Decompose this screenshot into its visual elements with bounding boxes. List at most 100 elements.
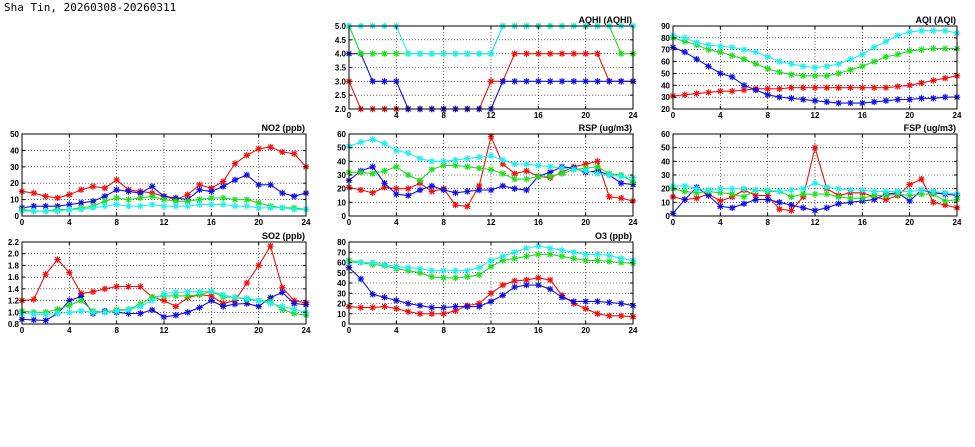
fsp-blue-point <box>740 200 748 207</box>
aqi-green-point <box>776 69 783 76</box>
o3-green-point <box>440 274 447 282</box>
aqi-blue-point <box>882 97 890 104</box>
fsp-blue-point <box>776 199 783 206</box>
o3-green-point <box>452 274 459 282</box>
no2-cyan-point <box>172 202 180 210</box>
aqi-red-point <box>728 88 736 95</box>
aqi-red-point <box>788 84 795 91</box>
o3-cyan-point <box>475 264 483 271</box>
so2-y-tick-label: 2.0 <box>8 250 20 259</box>
no2-blue-point <box>243 171 251 179</box>
rsp-chart-title: RSP (ug/m3) <box>579 123 632 133</box>
aqi-red-point <box>681 91 689 98</box>
no2-green-point <box>160 196 168 203</box>
rsp-green-point <box>381 167 388 175</box>
fsp-cyan-point <box>847 186 854 194</box>
aqi-blue-point <box>788 95 795 102</box>
no2-cyan-point <box>54 207 61 215</box>
rsp-green-point <box>487 166 495 173</box>
o3-blue-point <box>523 281 530 289</box>
aqi-blue-point <box>930 95 937 102</box>
aqi-y-tick-label: 30 <box>661 93 670 102</box>
no2-cyan-point <box>113 201 120 208</box>
fsp-cyan-point <box>835 185 842 192</box>
rsp-blue-point <box>464 188 471 195</box>
so2-blue-point <box>30 316 38 324</box>
aqi-y-tick-label: 70 <box>661 46 670 55</box>
rsp-red-point <box>464 203 471 210</box>
aqi-green-point <box>906 47 913 55</box>
no2-red-point <box>101 184 109 192</box>
no2-blue-point <box>113 186 120 193</box>
rsp-green-point <box>369 170 376 177</box>
rsp-green-point <box>416 177 424 184</box>
aqi-blue-point <box>941 93 949 101</box>
fsp-cyan-point <box>764 186 771 194</box>
aqi-green-point <box>823 72 831 79</box>
aqhi-red-point <box>570 50 578 57</box>
aqhi-chart: AQHI (AQHI) 0 4 8 12 16 20 24 2.0 2.5 3.0 3.5 4.0 4.5… <box>335 15 638 120</box>
aqhi-x-tick-label: 12 <box>487 111 496 120</box>
rsp-cyan-point <box>594 170 601 177</box>
rsp-x-tick-label: 12 <box>487 218 496 227</box>
fsp-cyan-point <box>717 185 724 192</box>
so2-y-tick-label: 2.2 <box>8 238 20 247</box>
o3-y-tick-label: 20 <box>337 300 346 309</box>
rsp-green-point <box>535 173 542 180</box>
so2-cyan-point <box>184 288 191 295</box>
aqhi-blue-point <box>381 78 388 85</box>
rsp-blue-point <box>404 192 412 199</box>
aqi-y-tick-label: 60 <box>661 58 670 67</box>
aqhi-green-point <box>617 50 625 57</box>
o3-y-tick-label: 60 <box>337 259 346 268</box>
o3-x-tick-label: 20 <box>581 326 590 335</box>
rsp-green-point <box>404 171 412 179</box>
o3-y-tick-label: 40 <box>337 279 346 288</box>
aqhi-cyan-point <box>404 50 412 57</box>
so2-blue-point <box>279 289 286 296</box>
o3-cyan-point <box>381 261 388 268</box>
aqhi-cyan-point <box>452 50 459 57</box>
rsp-x-tick-label: 16 <box>534 218 543 227</box>
o3-red-point <box>511 277 518 285</box>
no2-cyan-point <box>137 202 144 210</box>
no2-blue-point <box>196 186 203 193</box>
so2-x-tick-label: 20 <box>254 326 263 335</box>
page-title: Sha Tin, 20260308-20260311 <box>4 1 177 14</box>
no2-cyan-point <box>30 207 38 215</box>
so2-red-point <box>243 279 251 287</box>
aqi-red-point <box>823 84 831 91</box>
aqhi-blue-point <box>558 78 566 85</box>
o3-x-tick-label: 0 <box>347 326 352 335</box>
aqi-blue-point <box>859 99 866 107</box>
fsp-green-point <box>906 192 913 199</box>
no2-y-tick-label: 40 <box>10 146 19 155</box>
o3-green-point <box>511 255 518 262</box>
rsp-x-tick-label: 8 <box>441 218 446 227</box>
so2-cyan-point <box>267 300 274 307</box>
fsp-red-point <box>788 207 795 214</box>
fsp-y-tick-label: 10 <box>661 198 670 207</box>
no2-blue-point <box>290 193 298 200</box>
no2-red-point <box>30 189 38 197</box>
fsp-green-point <box>882 192 890 199</box>
o3-cyan-point <box>428 267 436 274</box>
no2-red-point <box>231 160 239 167</box>
no2-cyan-point <box>243 202 251 210</box>
aqhi-green-point <box>369 50 376 57</box>
aqi-chart-title: AQI (AQI) <box>916 15 957 25</box>
rsp-x-tick-label: 0 <box>347 218 352 227</box>
aqhi-y-tick-label: 3.5 <box>335 64 347 73</box>
no2-cyan-point <box>77 206 85 213</box>
o3-blue-point <box>594 298 601 305</box>
aqhi-x-tick-label: 16 <box>534 111 543 120</box>
aqi-blue-point <box>740 82 748 89</box>
fsp-red-point <box>941 201 949 209</box>
o3-green-point <box>535 251 542 258</box>
o3-blue-point <box>511 283 518 291</box>
rsp-cyan-point <box>440 158 447 165</box>
fsp-cyan-point <box>776 188 783 195</box>
o3-blue-point <box>428 304 436 311</box>
aqi-cyan-point <box>799 63 807 70</box>
no2-red-point <box>77 186 85 193</box>
